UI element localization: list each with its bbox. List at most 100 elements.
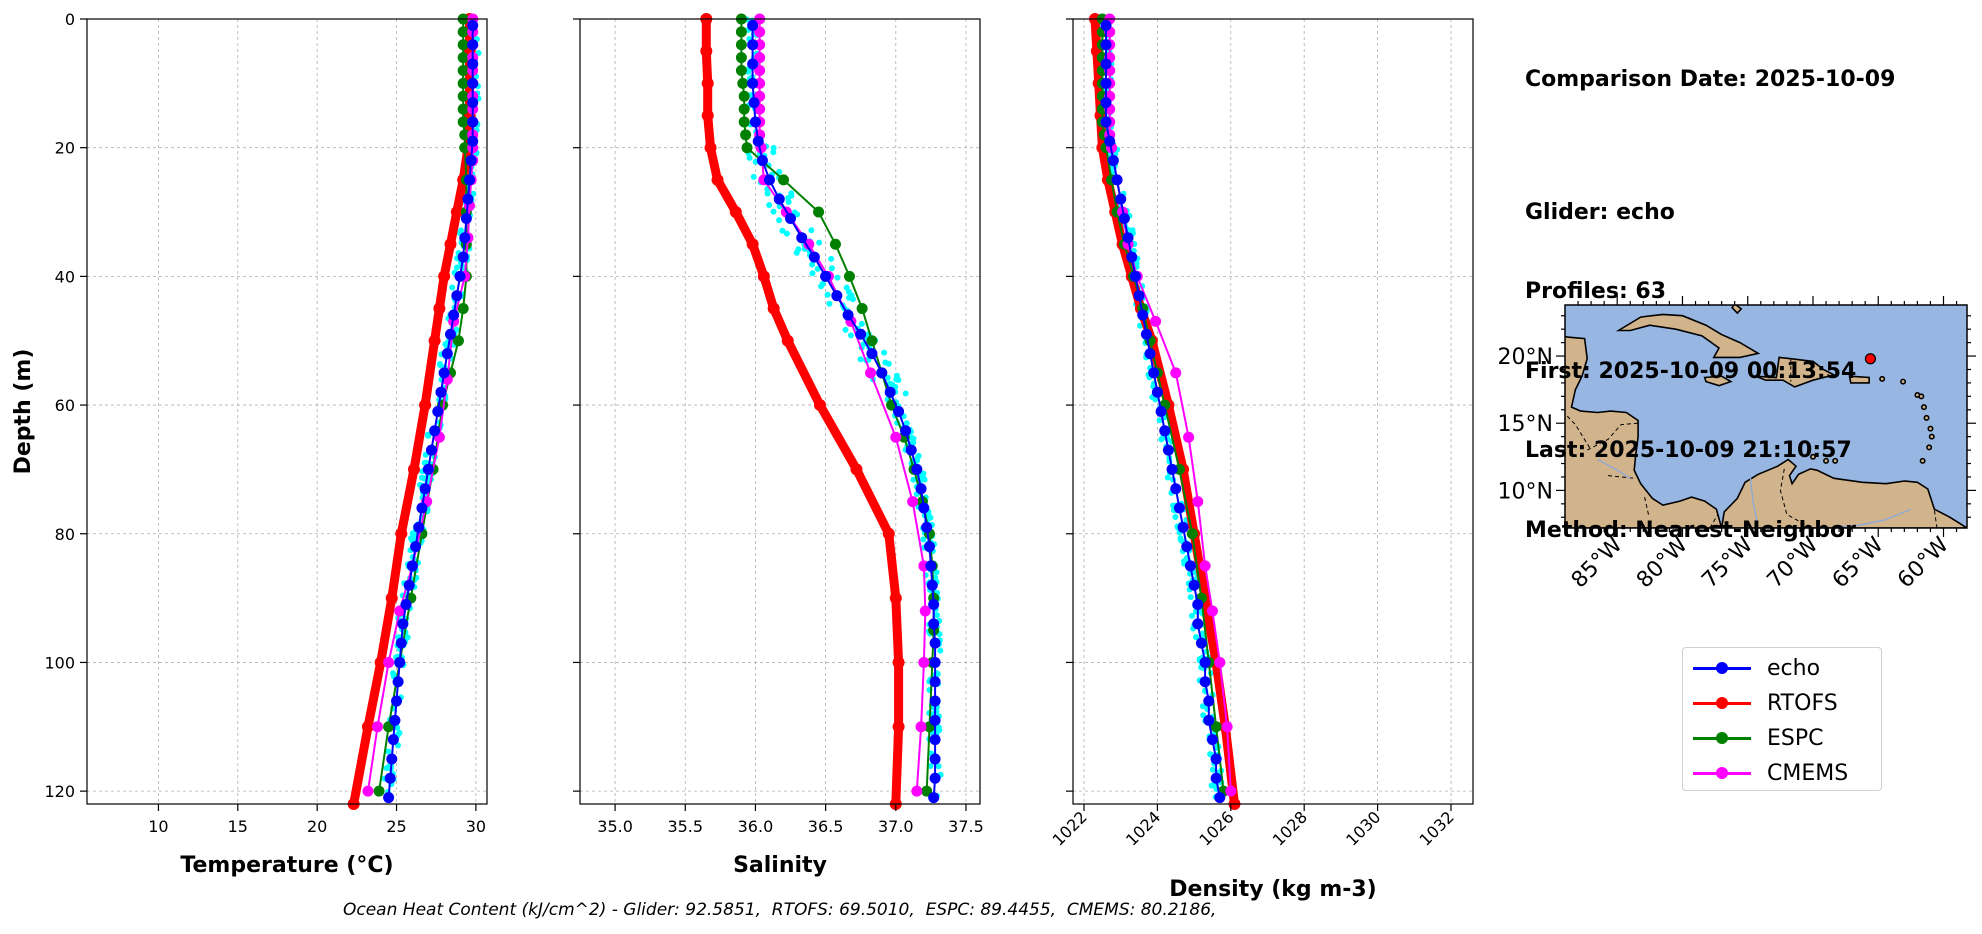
series-point-espc: [921, 785, 933, 797]
scatter-point: [858, 320, 865, 327]
map-lat-label: 15°N: [1498, 412, 1553, 437]
series-point-echo: [1206, 734, 1218, 746]
series-point-espc: [856, 303, 868, 315]
series-point-echo: [842, 309, 854, 321]
series-point-echo: [1195, 637, 1207, 649]
series-point-echo: [756, 155, 768, 167]
land-island: [1919, 457, 1926, 464]
map-lat-label: 10°N: [1498, 479, 1553, 504]
series-point-espc: [459, 142, 471, 154]
scatter-point: [396, 729, 403, 736]
series-point-echo: [785, 212, 797, 224]
series-point-echo: [855, 328, 867, 340]
series-point-echo: [432, 406, 444, 417]
series-point-echo: [796, 232, 808, 244]
scatter-point: [1172, 514, 1179, 521]
scatter-point: [385, 748, 392, 755]
x-tick-label: 1026: [1195, 807, 1237, 849]
series-point-rtofs: [767, 302, 780, 315]
series-point-echo: [773, 193, 785, 205]
legend: echo RTOFS ESPC CMEMS: [1682, 647, 1882, 791]
series-point-echo: [747, 58, 759, 70]
series-point-cmems: [919, 605, 931, 617]
series-point-echo: [749, 116, 761, 128]
series-point-rtofs: [444, 238, 457, 251]
series-point-echo: [763, 174, 775, 186]
land-jamaica: [1703, 375, 1733, 387]
scatter-point: [770, 208, 777, 215]
axes-frame: [1072, 18, 1474, 805]
series-point-cmems: [911, 785, 923, 797]
scatter-point: [909, 434, 916, 441]
land-island: [1923, 414, 1930, 421]
scatter-point: [828, 255, 835, 262]
series-point-cmems: [1214, 656, 1226, 668]
series-point-espc: [735, 39, 747, 51]
series-point-echo: [391, 695, 403, 707]
scatter-point: [903, 420, 910, 427]
series-point-echo: [929, 714, 941, 726]
series-point-espc: [738, 90, 750, 102]
scatter-point: [453, 264, 460, 271]
series-point-espc: [457, 90, 469, 102]
series-point-echo: [438, 367, 450, 379]
series-point-echo: [748, 97, 760, 109]
series-point-echo: [435, 386, 447, 398]
legend-item-rtofs: RTOFS: [1693, 688, 1838, 718]
scatter-point: [750, 173, 757, 180]
series-point-echo: [820, 270, 832, 282]
series-point-echo: [926, 579, 938, 591]
scatter-point: [886, 380, 893, 387]
series-point-rtofs: [395, 527, 408, 540]
y-tick-label: 60: [55, 396, 75, 415]
scatter-point: [770, 149, 777, 156]
series-point-rtofs: [428, 334, 441, 347]
series-point-echo: [467, 135, 479, 147]
series-point-cmems: [1221, 721, 1233, 733]
series-point-echo: [467, 19, 479, 31]
scatter-point: [934, 612, 941, 619]
info-line: Comparison Date: 2025-10-09: [1525, 67, 1896, 92]
series-point-echo: [1151, 386, 1163, 398]
scatter-point: [808, 227, 815, 234]
series-point-rtofs: [407, 463, 420, 476]
info-line: Method: Nearest-Neighbor: [1525, 517, 1856, 543]
series-point-echo: [387, 734, 399, 746]
land-island: [1832, 457, 1839, 464]
legend-label: ESPC: [1767, 725, 1824, 751]
series-line-echo: [751, 25, 937, 798]
scatter-point: [828, 265, 835, 272]
series-point-echo: [1122, 232, 1134, 244]
land-island: [1900, 378, 1907, 385]
series-point-echo: [1100, 58, 1112, 70]
series-point-rtofs: [433, 302, 446, 315]
x-tick-label: 37.5: [948, 817, 984, 836]
series-point-cmems: [1170, 367, 1182, 379]
series-point-espc: [813, 206, 825, 218]
y-tick-label: 100: [44, 653, 75, 672]
series-point-cmems: [362, 785, 374, 797]
river: [1839, 508, 1912, 528]
panel-3: 1022 1024 1026 1028 1030 1032 Density (kg m-3): [1049, 13, 1474, 902]
series-point-echo: [808, 251, 820, 263]
series-point-rtofs: [701, 109, 714, 122]
series-point-espc: [778, 174, 790, 186]
series-point-echo: [467, 116, 479, 128]
series-point-echo: [1137, 309, 1149, 321]
series-point-echo: [386, 753, 398, 765]
series-point-rtofs: [701, 77, 714, 90]
axes-frame: [579, 18, 981, 805]
map-lon-label: 60°W: [1893, 532, 1954, 593]
scatter-point: [794, 211, 801, 218]
land-island: [1809, 453, 1816, 460]
series-point-espc: [866, 335, 878, 347]
x-tick-label: 1022: [1049, 807, 1091, 849]
scatter-point: [910, 476, 917, 483]
series-point-echo: [1100, 77, 1112, 89]
series-point-echo: [467, 77, 479, 89]
series-line-rtofs: [701, 19, 904, 805]
series-point-espc: [843, 270, 855, 282]
series-point-echo: [1115, 193, 1127, 205]
series-point-echo: [451, 290, 463, 302]
